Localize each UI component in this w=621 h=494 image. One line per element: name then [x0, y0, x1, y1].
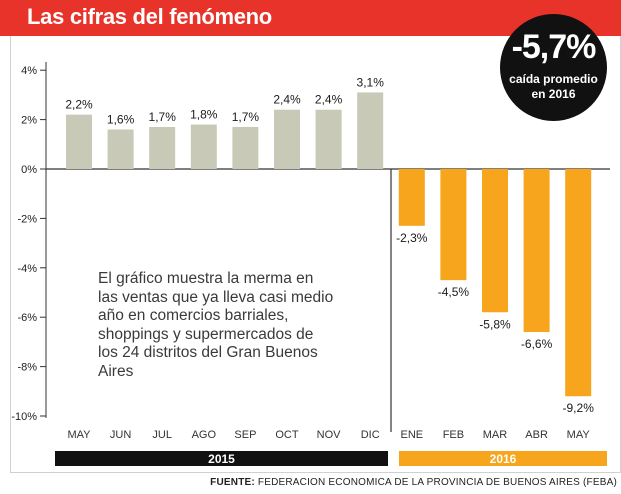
data-label: 2,2% — [65, 98, 93, 112]
chart-description: El gráfico muestra la merma en las venta… — [98, 270, 334, 380]
bar-feb-2016 — [440, 169, 467, 281]
year-band-2016 — [399, 451, 607, 466]
average-badge: -5,7% caída promedio en 2016 — [500, 14, 607, 121]
x-tick-label: MAY — [67, 429, 91, 441]
bar-dic-2015 — [357, 92, 384, 169]
data-label: 1,7% — [232, 110, 260, 124]
average-caption: caída promedio en 2016 — [500, 72, 607, 102]
x-tick-label: FEB — [443, 429, 464, 441]
x-tick-label: AGO — [192, 429, 217, 441]
bar-oct-2015 — [274, 109, 300, 169]
y-tick-label: -2% — [17, 213, 37, 225]
year-band-2015 — [55, 451, 388, 466]
bar-jul-2015 — [149, 127, 176, 169]
data-label: -5,8% — [479, 317, 511, 331]
x-tick-label: NOV — [317, 429, 342, 441]
average-caption-line1: caída promedio — [509, 72, 598, 86]
x-tick-label: JUN — [110, 429, 131, 441]
y-tick-label: -10% — [11, 411, 37, 423]
bar-jun-2015 — [107, 129, 134, 169]
x-tick-label: ENE — [400, 429, 423, 441]
y-tick-label: -6% — [17, 312, 37, 324]
x-tick-label: MAY — [567, 429, 591, 441]
y-tick-label: -4% — [17, 263, 37, 275]
x-tick-label: DIC — [361, 429, 380, 441]
data-label: -4,5% — [438, 285, 470, 299]
bar-sep-2015 — [232, 127, 259, 169]
y-tick-label: 2% — [21, 115, 37, 127]
bar-may-2015 — [66, 114, 92, 169]
year-label-2015: 2015 — [208, 452, 235, 466]
data-label: 1,6% — [107, 112, 135, 126]
average-caption-line2: en 2016 — [531, 87, 576, 101]
y-tick-label: 0% — [21, 164, 37, 176]
x-tick-label: OCT — [275, 429, 299, 441]
data-label: 2,4% — [273, 93, 301, 107]
source-text: FEDERACION ECONOMICA DE LA PROVINCIA DE … — [257, 477, 617, 488]
bar-nov-2015 — [315, 109, 342, 169]
x-tick-label: SEP — [234, 429, 256, 441]
data-label: 2,4% — [315, 93, 343, 107]
x-tick-label: JUL — [152, 429, 172, 441]
data-label: 3,1% — [357, 75, 385, 89]
source-note: FUENTE: FEDERACION ECONOMICA DE LA PROVI… — [0, 477, 617, 488]
average-value: -5,7% — [511, 28, 597, 66]
bar-abr-2016 — [523, 169, 550, 333]
x-tick-label: ABR — [525, 429, 548, 441]
header-bar: Las cifras del fenómeno — [0, 0, 621, 36]
source-label: FUENTE: — [210, 477, 255, 488]
y-tick-label: -8% — [17, 362, 37, 374]
bar-ago-2015 — [190, 124, 217, 169]
y-tick-label: 4% — [21, 65, 37, 77]
data-label: -2,3% — [396, 231, 428, 245]
page-title: Las cifras del fenómeno — [27, 4, 272, 29]
bar-may-2016 — [565, 169, 592, 397]
data-label: -9,2% — [563, 401, 595, 415]
x-tick-label: MAR — [483, 429, 508, 441]
data-label: 1,8% — [190, 108, 218, 122]
data-label: 1,7% — [149, 110, 177, 124]
bar-ene-2016 — [398, 169, 425, 226]
bar-mar-2016 — [482, 169, 508, 313]
year-label-2016: 2016 — [490, 452, 517, 466]
data-label: -6,6% — [521, 337, 553, 351]
